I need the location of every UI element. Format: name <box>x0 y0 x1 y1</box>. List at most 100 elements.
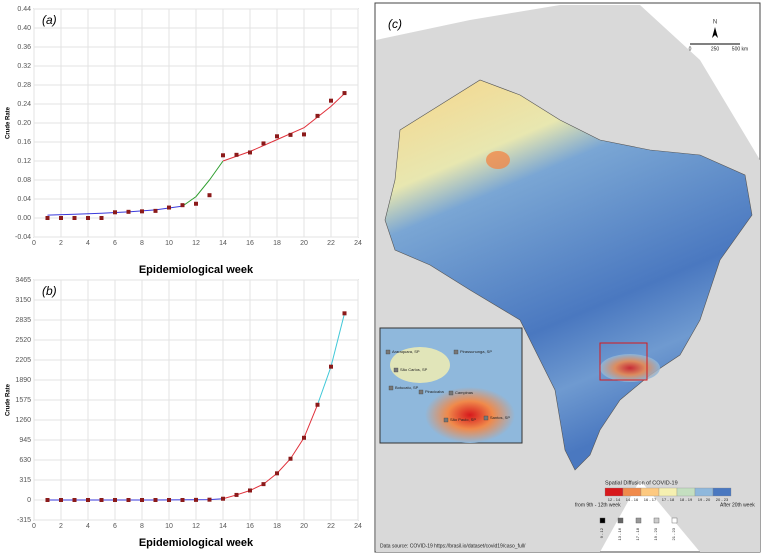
y-tick-label: 2205 <box>15 357 31 364</box>
x-tick-label: 6 <box>113 240 117 247</box>
legend-square <box>671 517 678 524</box>
x-tick-label: 18 <box>273 240 281 247</box>
data-point <box>248 150 252 155</box>
hotspot <box>600 354 660 382</box>
x-axis-label: Epidemiological week <box>139 537 254 549</box>
data-point <box>221 153 225 158</box>
city-label: Araraquara, SP <box>392 349 420 354</box>
x-tick-label: 16 <box>246 240 254 247</box>
data-source: Data source: COVID-19 https://brasil.io/… <box>380 543 526 549</box>
legend-label: 17 - 18 <box>662 497 675 502</box>
panel-label: (b) <box>42 284 57 298</box>
y-tick-label: 1890 <box>15 377 31 384</box>
x-tick-label: 4 <box>86 523 90 530</box>
fit-line <box>182 160 224 207</box>
scale-label: 500 km <box>732 46 748 52</box>
legend-after: After 20th week <box>720 502 755 508</box>
city-marker <box>483 415 489 421</box>
y-tick-label: 1575 <box>15 397 31 404</box>
x-tick-label: 4 <box>86 240 90 247</box>
data-point <box>288 132 293 137</box>
legend-square <box>635 517 642 524</box>
x-tick-label: 6 <box>113 523 117 530</box>
legend-square <box>653 517 660 524</box>
data-point <box>302 435 306 440</box>
city-marker <box>453 349 459 355</box>
legend-square <box>617 517 624 524</box>
y-tick-label: 630 <box>19 457 31 464</box>
y-tick-label: 945 <box>19 437 31 444</box>
data-point <box>207 193 212 198</box>
data-point <box>140 498 144 502</box>
legend-label: 18 - 19 <box>680 497 693 502</box>
y-tick-label: 0.24 <box>17 101 31 108</box>
legend-swatch <box>640 487 660 497</box>
data-point <box>113 498 117 502</box>
legend-label: 19 - 20 <box>698 497 711 502</box>
data-point <box>86 498 90 502</box>
legend-label: 21 - 23 <box>671 527 676 540</box>
data-point <box>153 208 158 213</box>
x-tick-label: 12 <box>192 240 200 247</box>
x-tick-label: 24 <box>354 523 362 530</box>
data-point <box>221 496 225 501</box>
scale-label: 250 <box>711 46 720 52</box>
legend-swatch <box>694 487 714 497</box>
x-tick-label: 20 <box>300 240 308 247</box>
y-tick-label: 0 <box>27 497 31 504</box>
city-label: Pirassununga, SP <box>460 349 492 354</box>
x-tick-label: 24 <box>354 240 362 247</box>
data-point <box>126 209 131 214</box>
city-label: Botucatu, SP <box>395 385 419 390</box>
city-marker <box>385 349 391 355</box>
legend-swatch <box>712 487 732 497</box>
legend-label: 9 - 12 <box>599 527 604 538</box>
map-panel: (c) N 0 250 500 km Spatial Diffusion of … <box>374 2 761 553</box>
data-point <box>342 311 347 316</box>
legend-swatch <box>604 487 624 497</box>
city-label: Santos, SP <box>490 415 510 420</box>
y-tick-label: 0.08 <box>17 177 31 184</box>
x-tick-label: 22 <box>327 523 335 530</box>
inset-area <box>390 347 450 383</box>
legend-label: 17 - 18 <box>635 527 640 540</box>
data-point <box>72 498 77 502</box>
x-tick-label: 14 <box>219 240 227 247</box>
legend-label: 19 - 20 <box>653 527 658 540</box>
city-label: São Carlos, SP <box>400 367 428 372</box>
city-marker <box>443 417 449 423</box>
x-tick-label: 10 <box>165 523 173 530</box>
data-point <box>99 216 104 220</box>
legend-title: Spatial Diffusion of COVID-19 <box>605 480 678 486</box>
city-marker <box>448 390 454 396</box>
data-point <box>275 134 279 139</box>
data-point <box>194 201 198 206</box>
inset-locator <box>599 342 648 381</box>
city-label: Campinas <box>455 390 473 395</box>
y-tick-label: 0.40 <box>17 25 31 32</box>
y-tick-label: 0.28 <box>17 82 31 89</box>
x-axis-label: Epidemiological week <box>139 264 254 276</box>
data-point <box>126 498 131 502</box>
y-tick-label: 0.36 <box>17 44 31 51</box>
data-point <box>315 113 320 118</box>
x-tick-label: 18 <box>273 523 281 530</box>
data-point <box>140 209 144 214</box>
data-point <box>302 132 306 137</box>
data-point <box>207 497 212 502</box>
legend-square <box>599 517 606 524</box>
data-point <box>113 210 117 215</box>
data-point <box>45 216 50 220</box>
y-tick-label: 0.20 <box>17 120 31 127</box>
y-tick-label: 2835 <box>15 317 31 324</box>
inset-hotspot <box>425 387 515 443</box>
y-tick-label: 3465 <box>15 277 31 284</box>
y-tick-label: 2520 <box>15 337 31 344</box>
legend-label: 14 - 16 <box>626 497 639 502</box>
panel-label: (c) <box>388 17 402 31</box>
x-tick-label: 0 <box>32 523 36 530</box>
y-tick-label: 0.44 <box>17 6 31 13</box>
data-point <box>275 471 279 476</box>
data-point <box>45 498 50 502</box>
